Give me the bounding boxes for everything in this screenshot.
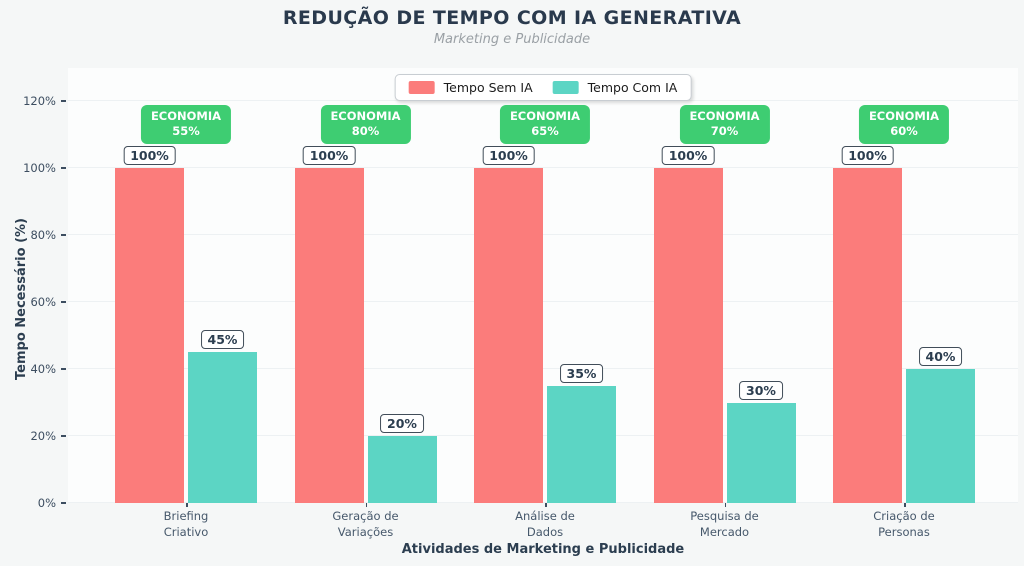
- x-tick-mark: [186, 503, 188, 507]
- plot-area: 100% 45% ECONOMIA 55% 100% 20% ECONOMIA 80% 10…: [68, 68, 1018, 503]
- bar-tempo-com-ia: [188, 352, 257, 503]
- gridline-20%: [68, 435, 1018, 436]
- y-tick-label: 100%: [23, 161, 56, 175]
- y-tick-mark: [61, 301, 66, 303]
- x-tick-label: Briefing Criativo: [163, 509, 209, 539]
- y-tick-label: 60%: [30, 295, 56, 309]
- y-tick-label: 80%: [30, 228, 56, 242]
- bar-value-label: 100%: [661, 146, 715, 165]
- gridline-60%: [68, 301, 1018, 302]
- bar-value-label: 100%: [302, 146, 356, 165]
- legend-label: Tempo Sem IA: [443, 80, 533, 95]
- bar-tempo-com-ia: [367, 436, 437, 503]
- y-tick-mark: [61, 167, 66, 169]
- x-tick-label: Pesquisa de Mercado: [690, 509, 759, 539]
- bar-tempo-sem-ia: [294, 168, 364, 503]
- y-tick-mark: [61, 435, 66, 437]
- bar-value-label: 100%: [482, 146, 535, 165]
- economy-badge: ECONOMIA 70%: [679, 104, 770, 144]
- bar-tempo-com-ia: [906, 369, 975, 503]
- x-tick-label: Geração de Variações: [332, 509, 399, 539]
- legend-item: Tempo Sem IA: [408, 80, 533, 95]
- y-tick-mark: [61, 368, 66, 370]
- gridline-40%: [68, 368, 1018, 369]
- bar-value-label: 20%: [380, 414, 424, 433]
- bar-value-label: 45%: [200, 330, 245, 350]
- bar-tempo-sem-ia: [474, 168, 543, 503]
- chart-subtitle: Marketing e Publicidade: [433, 32, 591, 47]
- bar-value-label: 40%: [918, 347, 963, 366]
- bar-tempo-sem-ia: [653, 168, 723, 503]
- x-tick-label: Criação de Personas: [873, 509, 935, 539]
- x-tick-mark: [365, 503, 367, 507]
- economy-badge: ECONOMIA 55%: [140, 104, 232, 144]
- bar-value-label: 100%: [123, 146, 176, 165]
- y-tick-label: 0%: [37, 496, 56, 510]
- y-tick-label: 40%: [30, 362, 56, 376]
- y-tick-label: 20%: [30, 429, 56, 443]
- bar-value-label: 100%: [841, 146, 894, 165]
- x-tick-label: Análise de Dados: [515, 509, 575, 539]
- bar-tempo-com-ia: [726, 402, 796, 503]
- gridline-100%: [68, 167, 1018, 168]
- bar-value-label: 30%: [739, 380, 783, 400]
- economy-badge: ECONOMIA 65%: [499, 104, 591, 144]
- bar-tempo-sem-ia: [833, 168, 902, 503]
- legend-swatch: [552, 81, 579, 94]
- x-axis-title: Atividades de Marketing e Publicidade: [401, 542, 685, 557]
- bar-value-label: 35%: [559, 363, 604, 383]
- legend-swatch: [408, 81, 435, 94]
- x-tick-mark: [724, 503, 726, 507]
- legend-label: Tempo Com IA: [587, 80, 678, 95]
- y-tick-mark: [61, 502, 66, 504]
- gridline-0%: [68, 502, 1018, 503]
- chart-title: REDUÇÃO DE TEMPO COM IA GENERATIVA: [282, 7, 742, 29]
- x-tick-mark: [545, 503, 547, 507]
- y-tick-label: 120%: [23, 94, 56, 108]
- bar-tempo-com-ia: [547, 385, 616, 503]
- gridline-80%: [68, 234, 1018, 235]
- y-tick-mark: [61, 100, 66, 102]
- legend-item: Tempo Com IA: [552, 80, 678, 95]
- bar-tempo-sem-ia: [115, 168, 184, 503]
- economy-badge: ECONOMIA 80%: [320, 104, 411, 144]
- x-tick-mark: [904, 503, 906, 507]
- economy-badge: ECONOMIA 60%: [858, 104, 950, 144]
- y-tick-mark: [61, 234, 66, 236]
- legend: Tempo Sem IA Tempo Com IA: [394, 74, 692, 101]
